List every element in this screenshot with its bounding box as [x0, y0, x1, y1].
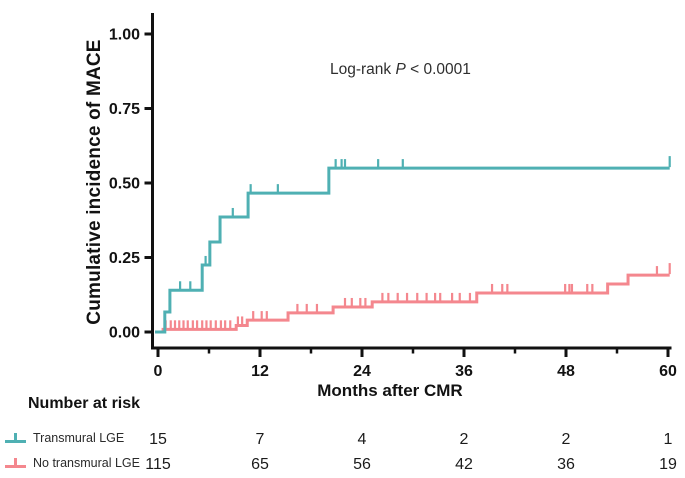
censor-tick-icon — [14, 458, 17, 466]
y-tick-label: 0.75 — [109, 101, 140, 118]
logrank-suffix: < 0.0001 — [405, 61, 471, 78]
risk-value: 15 — [149, 431, 167, 448]
risk-value: 4 — [357, 431, 367, 448]
risk-value: 115 — [145, 456, 171, 473]
x-tick-label: 36 — [455, 363, 473, 380]
y-tick-label: 0.25 — [109, 250, 140, 267]
risk-value: 2 — [459, 431, 469, 448]
series-line-icon — [5, 440, 26, 443]
legend-row-no-transmural: No transmural LGE — [5, 455, 140, 471]
x-tick-label: 24 — [353, 363, 371, 380]
censor-tick-icon — [14, 433, 17, 441]
risk-value: 1 — [663, 431, 673, 448]
km-curve-no-transmural — [155, 273, 670, 334]
risk-table-header: Number at risk — [28, 395, 141, 412]
risk-value: 2 — [561, 431, 571, 448]
risk-value: 36 — [557, 456, 575, 473]
x-tick-label: 48 — [557, 363, 575, 380]
risk-value: 65 — [251, 456, 269, 473]
km-curve-transmural — [155, 166, 670, 334]
risk-value: 56 — [353, 456, 371, 473]
x-axis-title: Months after CMR — [317, 381, 463, 400]
y-axis-title: Cumulative incidence of MACE — [84, 39, 105, 325]
x-tick-label: 12 — [251, 363, 269, 380]
y-tick-label: 0.50 — [109, 176, 140, 193]
y-tick-label: 0.00 — [109, 325, 140, 342]
risk-value: 7 — [255, 431, 265, 448]
series-line-icon — [5, 465, 26, 468]
y-tick-label: 1.00 — [109, 27, 140, 44]
legend-row-transmural: Transmural LGE — [5, 430, 124, 446]
logrank-prefix: Log-rank — [330, 61, 396, 78]
no-transmural-series-marker-icon — [5, 457, 26, 469]
x-tick-label: 60 — [659, 363, 677, 380]
logrank-p-symbol: P — [395, 61, 406, 78]
x-tick-label: 0 — [154, 363, 163, 380]
risk-value: 19 — [659, 456, 677, 473]
legend-label-no-transmural: No transmural LGE — [33, 456, 140, 470]
logrank-annotation: Log-rank P < 0.0001 — [330, 61, 471, 79]
risk-value: 42 — [455, 456, 473, 473]
legend-label-transmural: Transmural LGE — [33, 431, 125, 445]
transmural-series-marker-icon — [5, 432, 26, 444]
